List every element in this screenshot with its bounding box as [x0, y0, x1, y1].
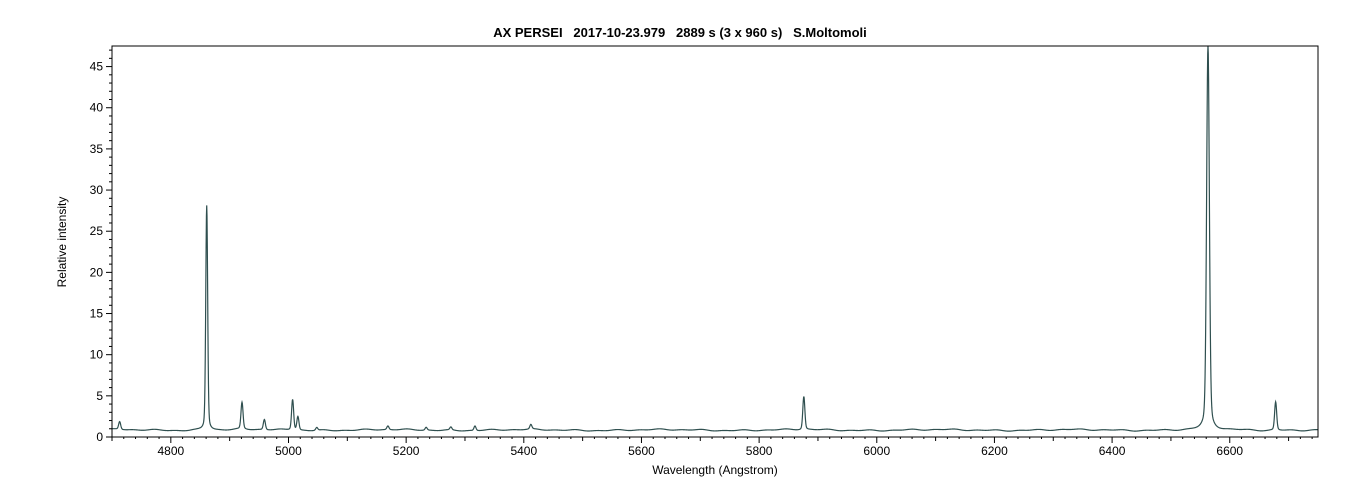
y-tick-label: 45 [90, 60, 104, 74]
x-tick-label: 5200 [393, 444, 420, 458]
x-tick-label: 5400 [510, 444, 537, 458]
y-tick-label: 5 [96, 389, 103, 403]
spectrum-line [111, 45, 1319, 432]
x-axis-label: Wavelength (Angstrom) [652, 463, 778, 477]
x-tick-label: 6200 [981, 444, 1008, 458]
y-tick-label: 30 [90, 183, 104, 197]
x-tick-label: 5800 [746, 444, 773, 458]
y-tick-label: 20 [90, 265, 104, 279]
y-tick-label: 15 [90, 307, 104, 321]
y-tick-label: 10 [90, 348, 104, 362]
y-tick-label: 25 [90, 224, 104, 238]
x-tick-label: 5600 [628, 444, 655, 458]
y-tick-label: 35 [90, 142, 104, 156]
chart-title: AX PERSEI 2017-10-23.979 2889 s (3 x 960… [493, 25, 867, 40]
x-tick-label: 5000 [275, 444, 302, 458]
plot-area [112, 46, 1318, 437]
y-tick-label: 40 [90, 101, 104, 115]
x-tick-label: 4800 [157, 444, 184, 458]
y-tick-label: 0 [96, 430, 103, 444]
x-tick-label: 6600 [1216, 444, 1243, 458]
plot-frame [111, 45, 1319, 438]
y-axis-label: Relative intensity [55, 196, 69, 288]
x-tick-label: 6000 [863, 444, 890, 458]
x-tick-label: 6400 [1099, 444, 1126, 458]
